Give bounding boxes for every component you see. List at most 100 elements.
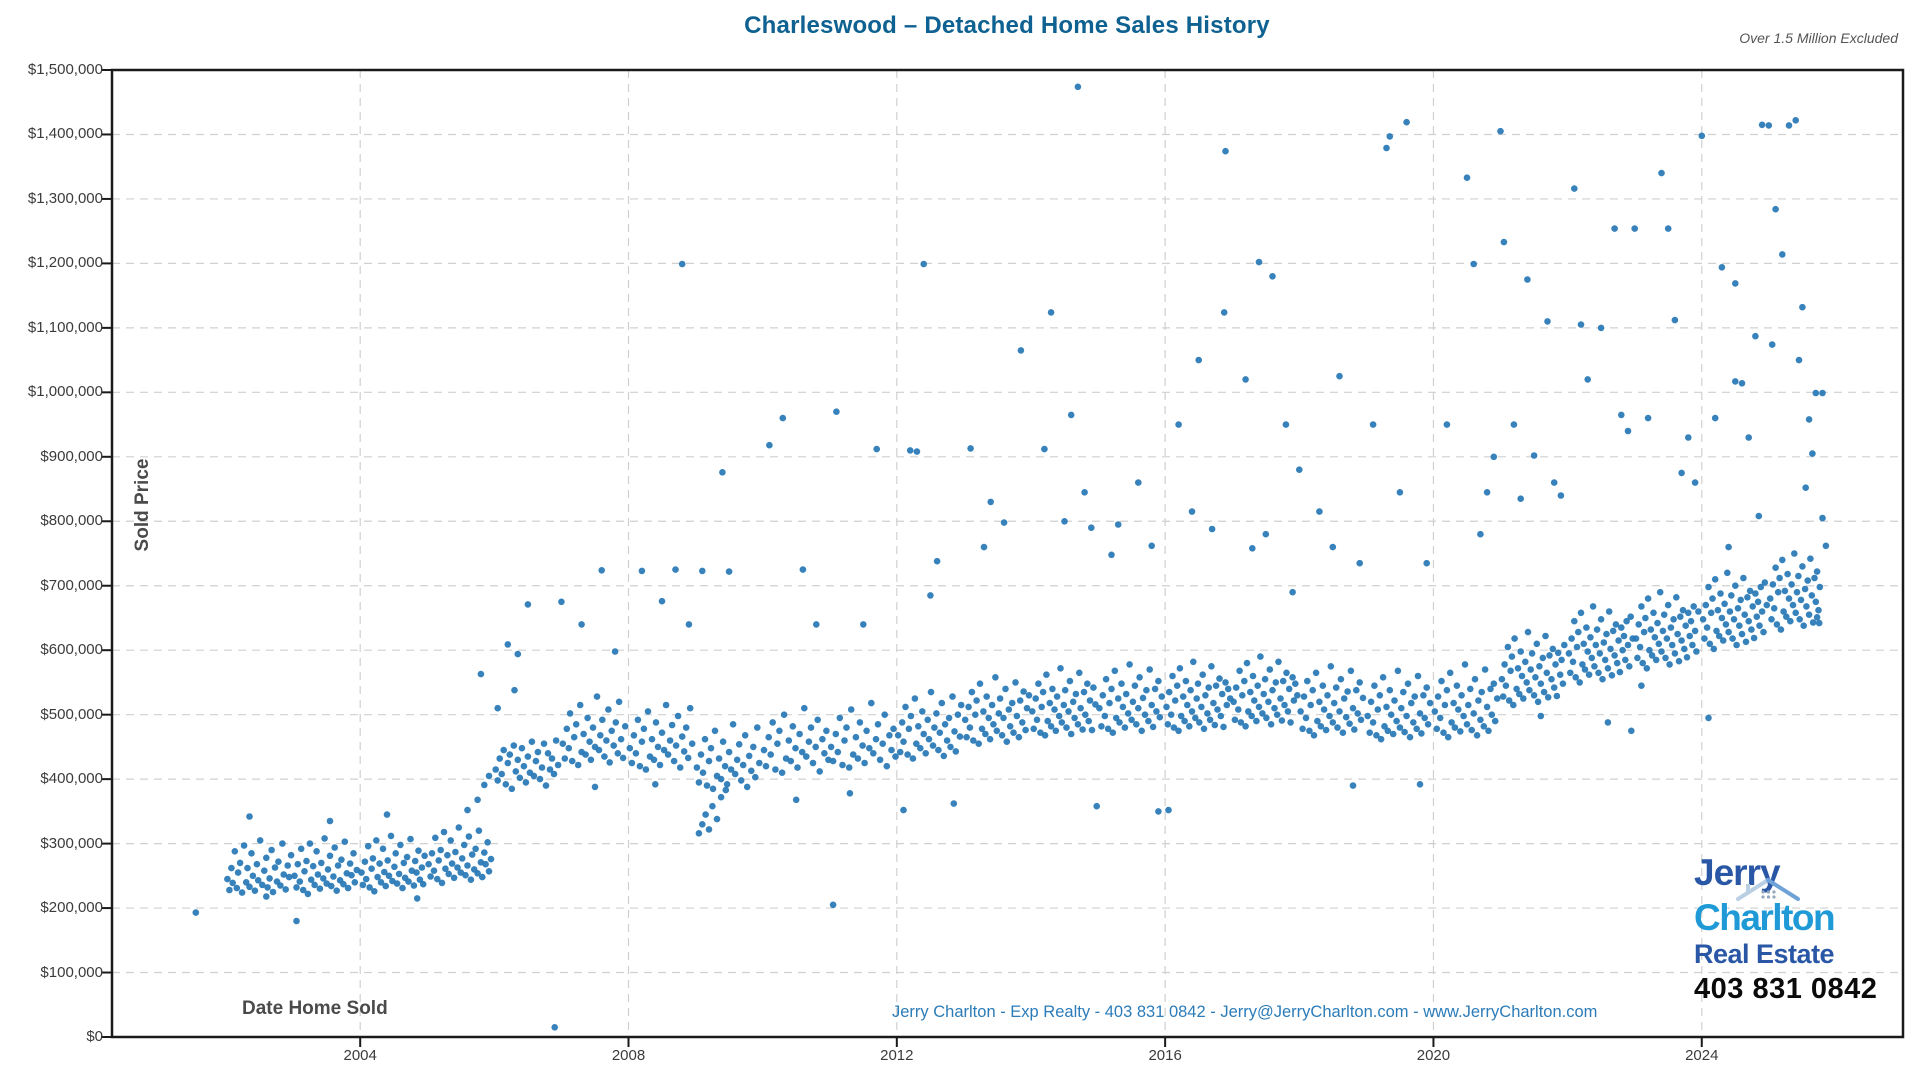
data-point <box>508 785 516 793</box>
data-point <box>1686 632 1693 640</box>
data-point <box>983 693 990 700</box>
data-point <box>1595 669 1602 677</box>
data-point <box>1673 594 1680 601</box>
data-point <box>1334 724 1341 731</box>
data-point <box>348 871 355 879</box>
data-point <box>1713 627 1720 635</box>
data-point <box>945 714 953 722</box>
data-point <box>601 753 608 760</box>
logo-phone-number: 403 831 0842 <box>1694 973 1878 1005</box>
data-point <box>1674 630 1681 638</box>
data-point <box>598 567 605 574</box>
data-point <box>993 727 1001 735</box>
data-point <box>1320 706 1328 713</box>
data-point <box>498 770 506 778</box>
data-point <box>468 851 476 858</box>
data-point <box>778 769 786 776</box>
data-point <box>961 716 969 724</box>
data-point <box>1354 710 1361 717</box>
data-point <box>1357 716 1365 724</box>
data-point <box>284 862 291 869</box>
data-point <box>839 761 846 769</box>
data-point <box>1292 680 1299 687</box>
data-point <box>1249 672 1257 680</box>
data-point <box>725 568 733 575</box>
data-point <box>261 867 268 874</box>
data-point <box>1754 598 1762 606</box>
data-point <box>1340 695 1348 702</box>
data-point <box>1393 717 1400 725</box>
data-point <box>900 806 907 814</box>
data-point <box>1148 701 1155 709</box>
data-point <box>1041 445 1048 453</box>
data-point <box>1792 609 1799 617</box>
data-point <box>253 860 261 868</box>
data-point <box>956 733 964 740</box>
data-point <box>1797 596 1805 604</box>
data-point <box>876 756 884 764</box>
data-point <box>387 832 395 840</box>
data-point <box>1478 688 1485 696</box>
data-point <box>1346 720 1353 727</box>
data-point <box>1559 680 1567 687</box>
data-point <box>1423 559 1430 567</box>
data-point <box>703 782 711 789</box>
data-point <box>845 764 853 771</box>
data-point <box>1769 581 1777 588</box>
data-point <box>1364 712 1371 720</box>
data-point <box>326 852 334 860</box>
data-point <box>586 738 593 745</box>
data-point <box>1289 674 1296 681</box>
data-point <box>1659 627 1667 635</box>
data-point <box>1084 680 1091 687</box>
data-point <box>1319 682 1327 689</box>
data-point <box>1053 693 1061 700</box>
data-point <box>615 698 623 706</box>
data-point <box>754 724 761 731</box>
data-point <box>1324 692 1331 699</box>
data-point <box>1013 712 1021 720</box>
x-tick-label: 2020 <box>1416 1047 1451 1064</box>
data-point <box>608 727 615 735</box>
data-point <box>1394 667 1402 675</box>
data-point <box>259 881 266 889</box>
data-point <box>1553 692 1561 700</box>
data-point <box>1347 667 1355 675</box>
data-point <box>1043 671 1050 678</box>
data-point <box>425 860 432 868</box>
data-point <box>975 740 982 747</box>
data-point <box>1418 730 1425 737</box>
data-point <box>546 766 554 773</box>
data-point <box>1646 646 1653 654</box>
data-point <box>324 866 332 873</box>
data-point <box>1733 641 1740 649</box>
data-point <box>570 733 578 741</box>
data-point <box>1500 238 1508 246</box>
data-point <box>1721 600 1728 608</box>
data-point <box>1239 692 1246 699</box>
data-point <box>341 838 349 845</box>
data-point <box>1480 723 1488 730</box>
data-point <box>898 719 906 726</box>
data-point <box>1383 703 1390 711</box>
data-point <box>1217 712 1225 720</box>
data-point <box>1170 724 1178 731</box>
data-point <box>548 755 556 762</box>
data-point <box>359 881 367 889</box>
data-point <box>756 759 763 767</box>
data-point <box>1493 695 1501 702</box>
data-point <box>1650 609 1657 617</box>
data-point <box>1746 587 1754 595</box>
data-point <box>1135 479 1142 486</box>
data-point <box>978 725 986 733</box>
data-point <box>1044 717 1051 725</box>
data-point <box>829 757 837 765</box>
data-point <box>1441 701 1449 709</box>
data-point <box>1536 663 1543 670</box>
data-point <box>383 811 391 818</box>
data-point <box>1805 416 1813 423</box>
data-point <box>1344 688 1351 695</box>
data-point <box>1023 704 1031 712</box>
data-point <box>1475 697 1482 704</box>
data-point <box>1772 205 1779 213</box>
